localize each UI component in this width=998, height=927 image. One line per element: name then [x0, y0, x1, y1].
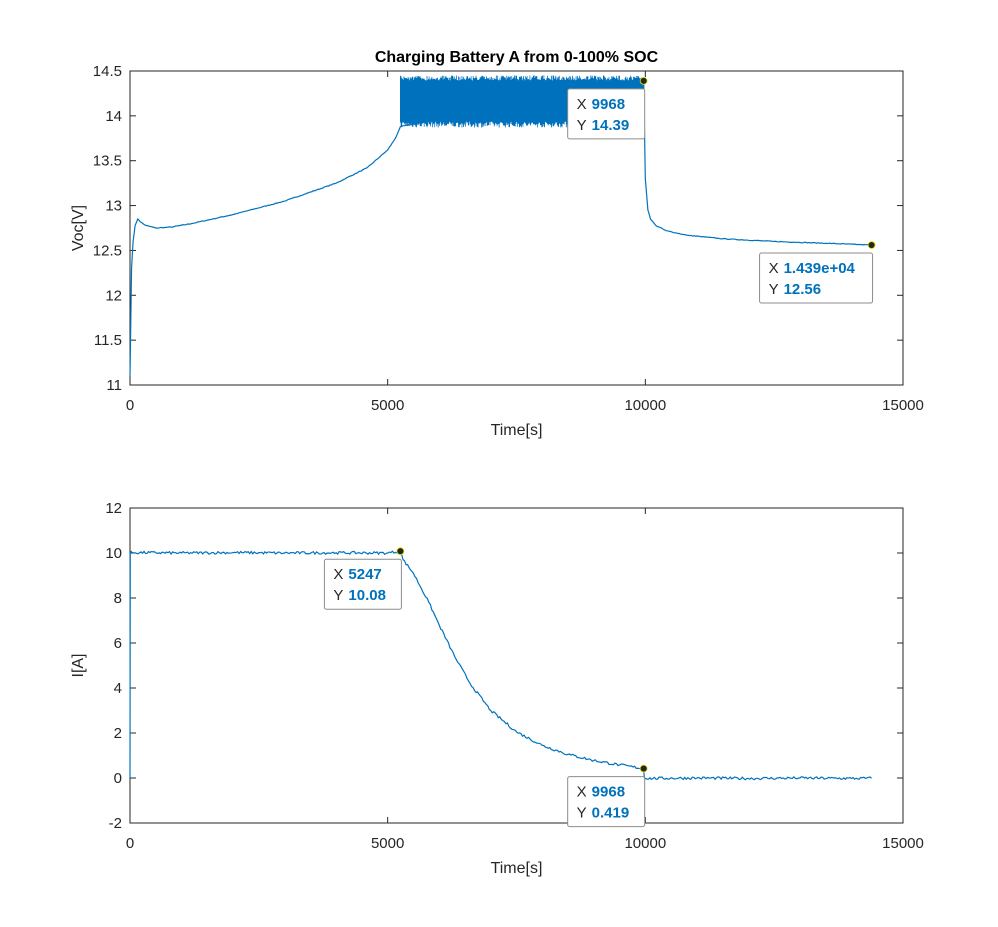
datatip-y-key: Y: [577, 117, 587, 134]
x-tick-label: 15000: [882, 397, 924, 414]
datatip-y-key: Y: [333, 587, 343, 604]
datatip-marker: [639, 764, 648, 773]
datatip-x-key: X: [577, 784, 587, 801]
datatip-box: [759, 252, 874, 304]
y-tick-label: 13.5: [93, 153, 122, 170]
y-tick-label: 8: [114, 590, 122, 607]
y-tick-label: 4: [114, 680, 122, 697]
y-tick-label: 0: [114, 770, 122, 787]
x-tick-label: 15000: [882, 835, 924, 852]
y-axis-label: I[A]: [70, 653, 87, 677]
datatip-marker: [396, 547, 405, 556]
x-axis-label: Time[s]: [491, 860, 543, 877]
datatip-x-value: 5247: [348, 566, 381, 583]
datatip-x-value: 1.439e+04: [784, 260, 856, 277]
x-tick-label: 5000: [371, 397, 404, 414]
chart-title: Charging Battery A from 0-100% SOC: [375, 49, 659, 66]
y-tick-label: 2: [114, 725, 122, 742]
axes-box: [129, 507, 904, 824]
y-tick-label: -2: [109, 815, 122, 832]
x-tick-label: 10000: [624, 397, 666, 414]
datatip-x-value: 9968: [592, 784, 625, 801]
y-tick-label: 12.5: [93, 242, 122, 259]
y-tick-label: 12: [105, 287, 122, 304]
y-axis-label: Voc[V]: [70, 205, 87, 251]
datatip-y-value: 14.39: [592, 117, 630, 134]
datatip-x-key: X: [769, 260, 779, 277]
x-tick-label: 5000: [371, 835, 404, 852]
x-axis-label: Time[s]: [491, 422, 543, 439]
y-tick-label: 12: [105, 500, 122, 517]
datatip-y-key: Y: [577, 805, 587, 822]
datatip-y-value: 10.08: [348, 587, 386, 604]
datatip-marker: [639, 76, 648, 85]
datatip-box: [567, 88, 646, 140]
datatip-y-value: 12.56: [784, 281, 822, 298]
y-tick-label: 6: [114, 635, 122, 652]
datatip-x-value: 9968: [592, 96, 625, 113]
axes-box: [129, 70, 904, 386]
datatip-y-key: Y: [769, 281, 779, 298]
y-tick-label: 10: [105, 545, 122, 562]
y-tick-label: 13: [105, 198, 122, 215]
datatip-y-value: 0.419: [592, 805, 630, 822]
y-tick-label: 14: [105, 108, 122, 125]
datatip-box: [323, 558, 402, 610]
x-tick-label: 10000: [624, 835, 666, 852]
y-tick-label: 11.5: [94, 332, 122, 349]
datatip-x-key: X: [577, 96, 587, 113]
datatip-x-key: X: [333, 566, 343, 583]
y-tick-label: 11: [106, 377, 122, 394]
x-tick-label: 0: [126, 835, 134, 852]
datatip-marker: [867, 241, 876, 249]
series-line: [129, 550, 872, 781]
x-tick-label: 0: [126, 397, 134, 414]
datatip-box: [567, 776, 646, 828]
y-tick-label: 14.5: [93, 63, 122, 80]
